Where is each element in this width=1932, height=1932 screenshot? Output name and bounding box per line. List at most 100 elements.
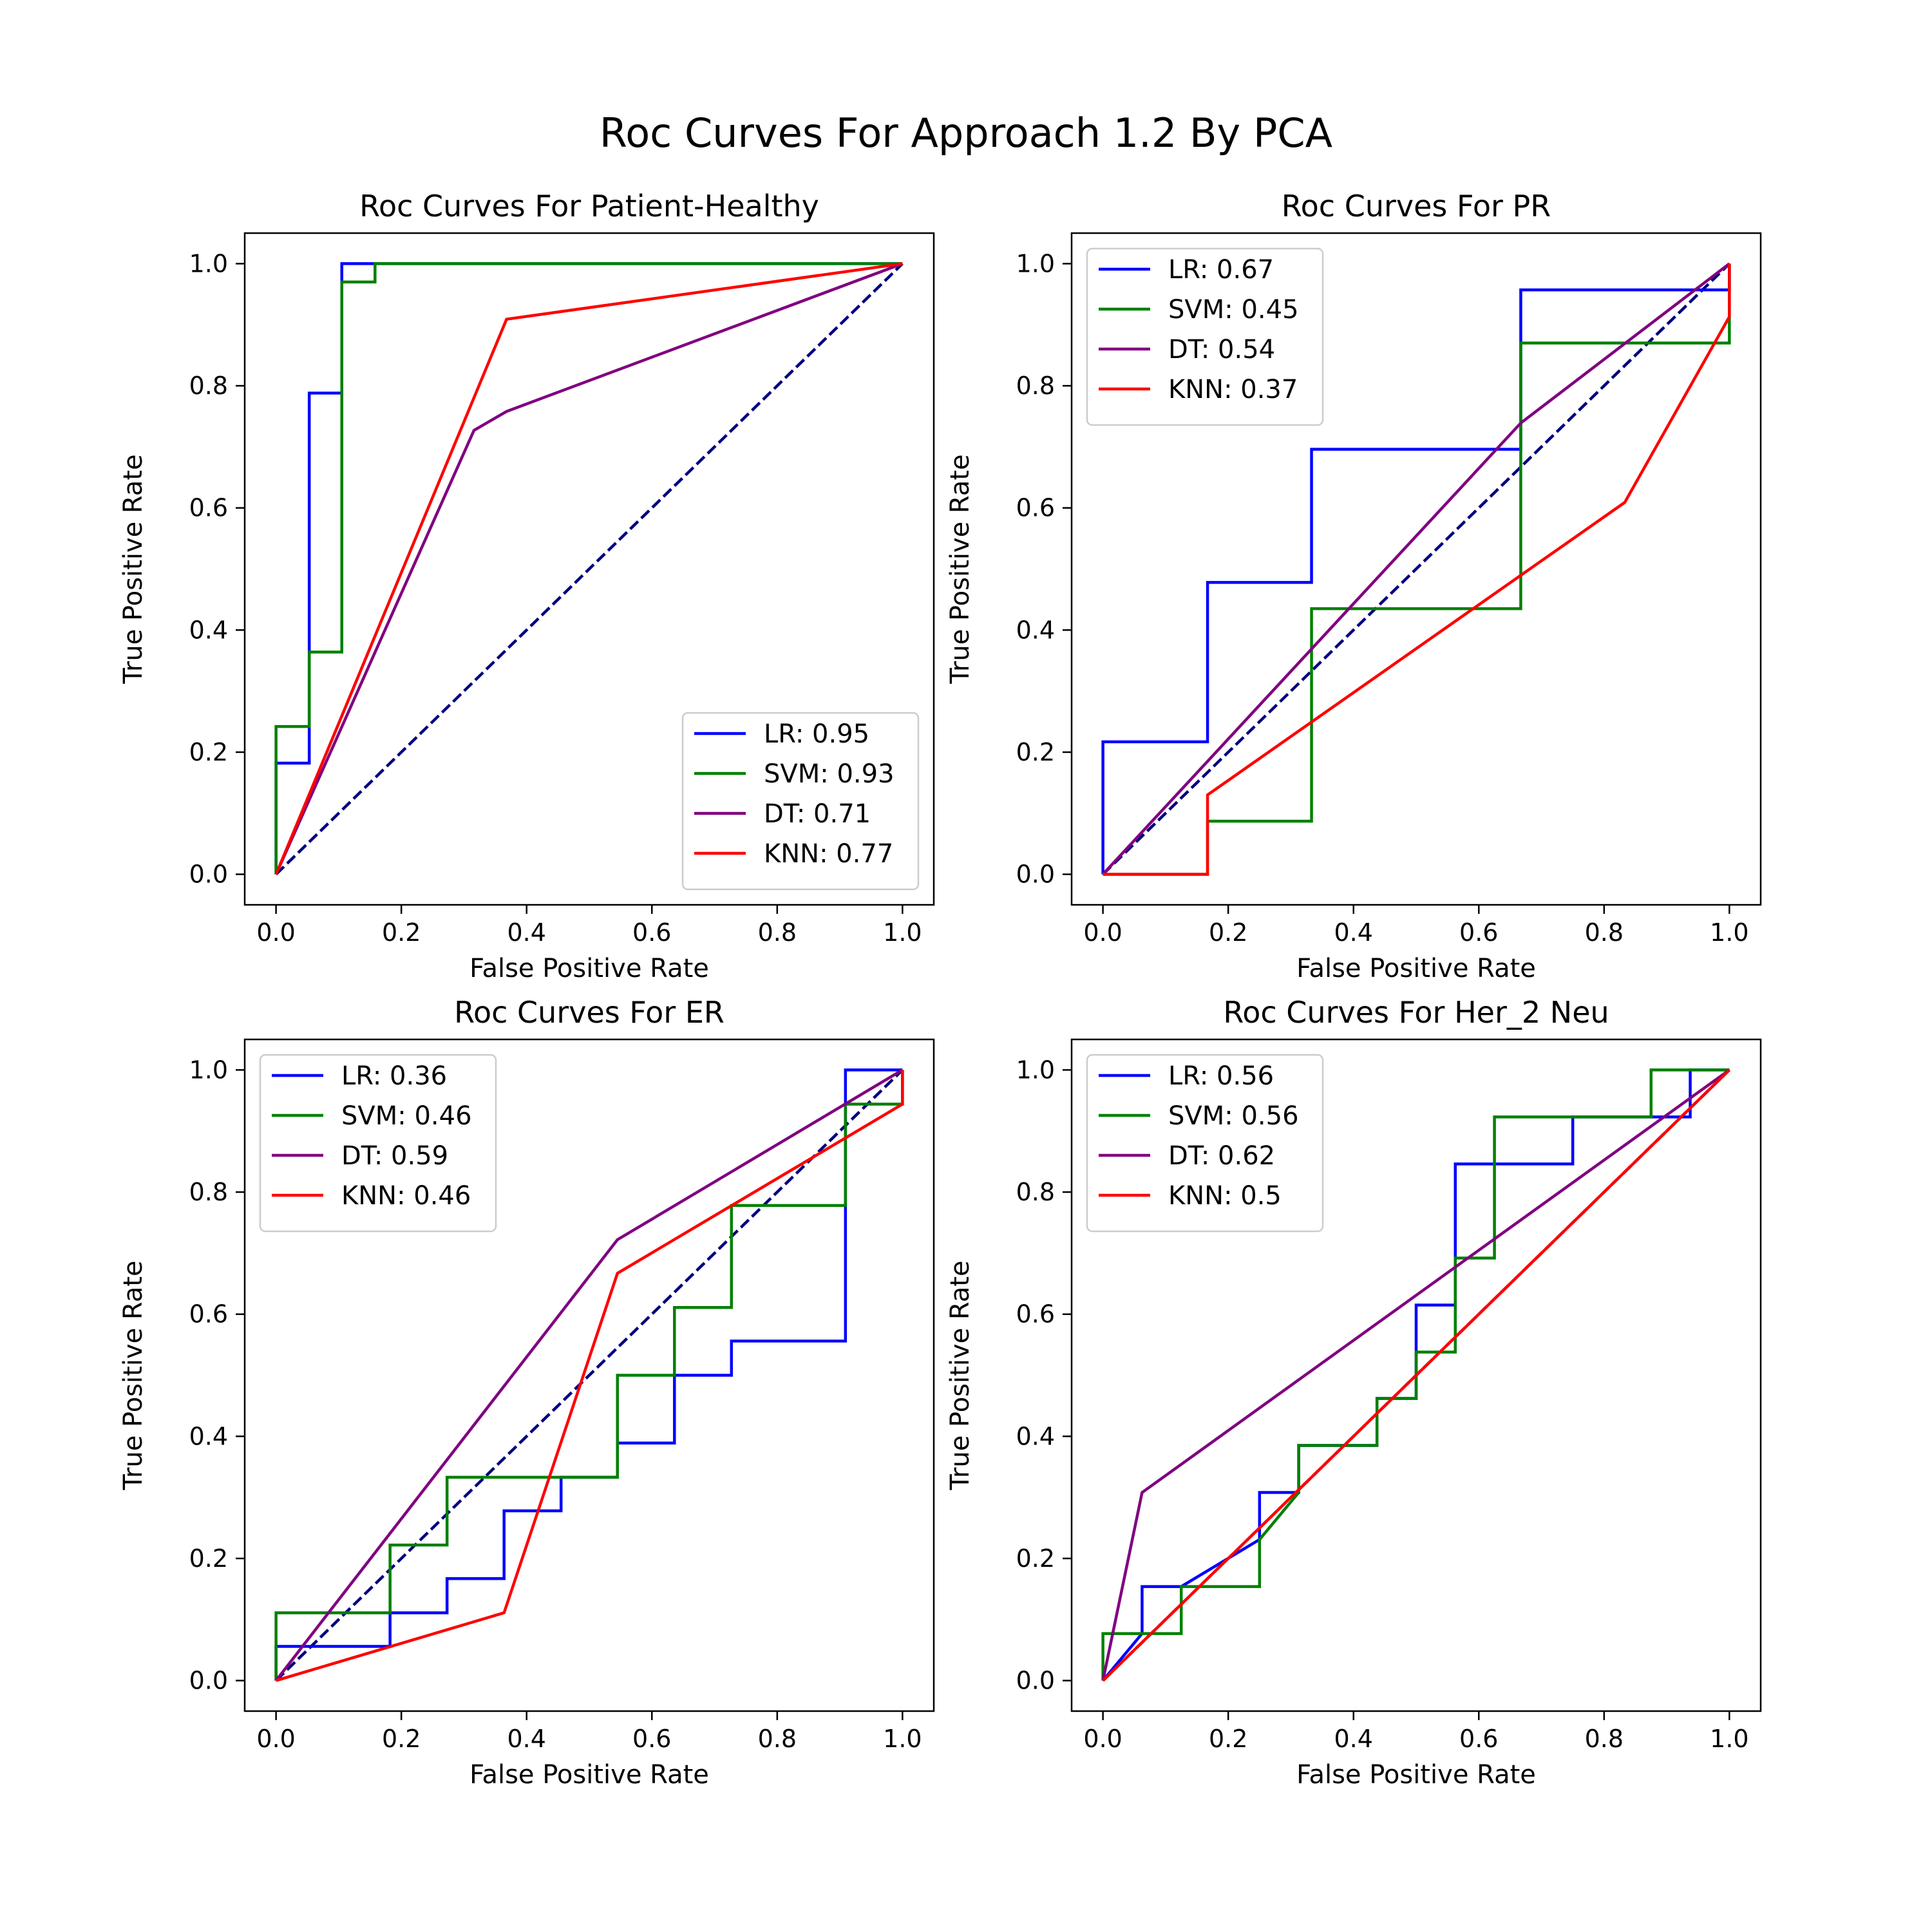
axes-frame xyxy=(1070,1038,1762,1712)
legend-label: DT: 0.59 xyxy=(341,1141,448,1171)
legend-label: KNN: 0.5 xyxy=(1168,1181,1282,1211)
series-line-3 xyxy=(274,1068,904,1681)
y-tick-label: 0.8 xyxy=(189,1178,228,1206)
subplot-4: 0.0 0.2 0.4 0.6 0.8 1.0 0.0 0.2 0.4 0.6 0.8 1.0 Roc … xyxy=(945,995,1762,1790)
series-line-4 xyxy=(274,262,903,875)
subplot-2: 0.0 0.2 0.4 0.6 0.8 1.0 0.0 0.2 0.4 0.6 0.8 1.0 Roc … xyxy=(945,189,1762,983)
y-tick-label: 1.0 xyxy=(1016,249,1055,278)
y-axis-label: True Positive Rate xyxy=(945,1260,975,1490)
x-tick-label: 0.2 xyxy=(1209,918,1247,947)
y-tick-label: 0.8 xyxy=(1016,372,1055,400)
x-axis-label: False Positive Rate xyxy=(1296,1760,1536,1790)
series-line-4 xyxy=(275,1070,904,1682)
figure-title: Roc Curves For Approach 1.2 By PCA xyxy=(600,109,1332,156)
x-tick-label: 0.8 xyxy=(758,1725,797,1753)
y-axis-label: True Positive Rate xyxy=(945,454,975,684)
axes-frame xyxy=(243,232,935,906)
x-axis-label: False Positive Rate xyxy=(469,954,709,983)
legend-label: SVM: 0.46 xyxy=(341,1101,472,1131)
y-tick-label: 1.0 xyxy=(189,1056,228,1084)
x-axis-label: False Positive Rate xyxy=(1296,954,1536,983)
reference-diagonal-line xyxy=(275,262,904,876)
axes-frame xyxy=(1070,232,1762,906)
x-tick-label: 0.4 xyxy=(1334,1725,1373,1753)
y-tick-label: 0.0 xyxy=(189,860,228,889)
x-tick-label: 0.8 xyxy=(1585,918,1624,947)
series-line-3 xyxy=(1101,262,1730,876)
x-axis-label: False Positive Rate xyxy=(469,1760,709,1790)
y-tick-label: 0.0 xyxy=(1016,1667,1055,1695)
axes-frame xyxy=(243,1038,935,1712)
series-line-3 xyxy=(274,262,904,875)
y-tick-label: 0.4 xyxy=(1016,616,1055,644)
y-tick-label: 0.0 xyxy=(189,1667,228,1695)
y-tick-label: 0.6 xyxy=(1016,494,1055,522)
series-line-2 xyxy=(1101,1068,1730,1681)
x-tick-label: 0.0 xyxy=(256,1725,295,1753)
y-tick-label: 0.0 xyxy=(1016,860,1055,889)
x-tick-label: 1.0 xyxy=(1710,1725,1748,1753)
legend-label: LR: 0.67 xyxy=(1168,255,1274,285)
x-tick-label: 0.4 xyxy=(1334,918,1373,947)
legend-label: LR: 0.56 xyxy=(1168,1061,1274,1091)
subplot-title: Roc Curves For ER xyxy=(454,995,724,1030)
y-tick-label: 0.6 xyxy=(189,1300,228,1329)
y-tick-label: 0.2 xyxy=(1016,1544,1055,1573)
legend-box xyxy=(259,1054,497,1233)
series-line-2 xyxy=(274,262,903,875)
y-tick-label: 0.2 xyxy=(1016,738,1055,766)
x-tick-label: 0.6 xyxy=(1459,918,1498,947)
x-tick-label: 0.4 xyxy=(507,1725,546,1753)
x-tick-label: 1.0 xyxy=(883,918,922,947)
subplot-title: Roc Curves For Her_2 Neu xyxy=(1223,995,1609,1030)
x-tick-label: 0.4 xyxy=(507,918,546,947)
legend-label: SVM: 0.45 xyxy=(1168,295,1299,325)
x-tick-label: 0.6 xyxy=(632,1725,671,1753)
y-axis-label: True Positive Rate xyxy=(118,454,148,684)
subplot-1: 0.0 0.2 0.4 0.6 0.8 1.0 0.0 0.2 0.4 0.6 0.8 1.0 Roc … xyxy=(118,189,935,983)
x-tick-label: 0.2 xyxy=(1209,1725,1247,1753)
x-tick-label: 1.0 xyxy=(1710,918,1748,947)
series-line-3 xyxy=(1101,1068,1730,1681)
y-tick-label: 0.6 xyxy=(189,494,228,522)
x-tick-label: 0.2 xyxy=(382,1725,421,1753)
x-tick-label: 0.0 xyxy=(256,918,295,947)
y-tick-label: 1.0 xyxy=(1016,1056,1055,1084)
legend-label: KNN: 0.77 xyxy=(764,839,893,869)
legend-label: SVM: 0.56 xyxy=(1168,1101,1299,1131)
y-tick-label: 0.4 xyxy=(1016,1422,1055,1450)
x-tick-label: 0.6 xyxy=(632,918,671,947)
legend-label: SVM: 0.93 xyxy=(764,759,895,789)
series-line-4 xyxy=(1103,263,1731,876)
legend-label: DT: 0.62 xyxy=(1168,1141,1275,1171)
legend: LR: 0.56 SVM: 0.56 DT: 0.62 KNN: 0.5 xyxy=(1086,1054,1324,1233)
legend: LR: 0.95 SVM: 0.93 DT: 0.71 KNN: 0.77 xyxy=(681,712,920,891)
y-tick-label: 0.4 xyxy=(189,1422,228,1450)
y-tick-label: 0.8 xyxy=(189,372,228,400)
x-tick-label: 0.0 xyxy=(1083,918,1122,947)
reference-diagonal-line xyxy=(1102,262,1730,876)
y-tick-label: 0.2 xyxy=(189,1544,228,1573)
legend-label: DT: 0.54 xyxy=(1168,335,1275,365)
x-tick-label: 0.2 xyxy=(382,918,421,947)
y-tick-label: 0.8 xyxy=(1016,1178,1055,1206)
reference-diagonal-line xyxy=(275,1068,904,1682)
legend-box xyxy=(1086,247,1324,426)
x-tick-label: 0.8 xyxy=(1585,1725,1624,1753)
legend-label: DT: 0.71 xyxy=(764,799,871,829)
y-tick-label: 0.4 xyxy=(189,616,228,644)
series-line-2 xyxy=(274,1070,904,1681)
y-tick-label: 0.2 xyxy=(189,738,228,766)
legend-label: KNN: 0.46 xyxy=(341,1181,471,1211)
legend-label: LR: 0.36 xyxy=(341,1061,447,1091)
series-line-4 xyxy=(1102,1068,1730,1682)
y-tick-label: 0.6 xyxy=(1016,1300,1055,1329)
legend-box xyxy=(681,712,920,891)
legend-label: KNN: 0.37 xyxy=(1168,375,1298,404)
legend: LR: 0.67 SVM: 0.45 DT: 0.54 KNN: 0.37 xyxy=(1086,247,1324,426)
legend-box xyxy=(1086,1054,1324,1233)
legend-label: LR: 0.95 xyxy=(764,719,869,749)
axes-root: 0.0 0.2 0.4 0.6 0.8 1.0 0.0 0.2 0.4 0.6 0.8 1.0 Roc … xyxy=(118,189,1762,1790)
